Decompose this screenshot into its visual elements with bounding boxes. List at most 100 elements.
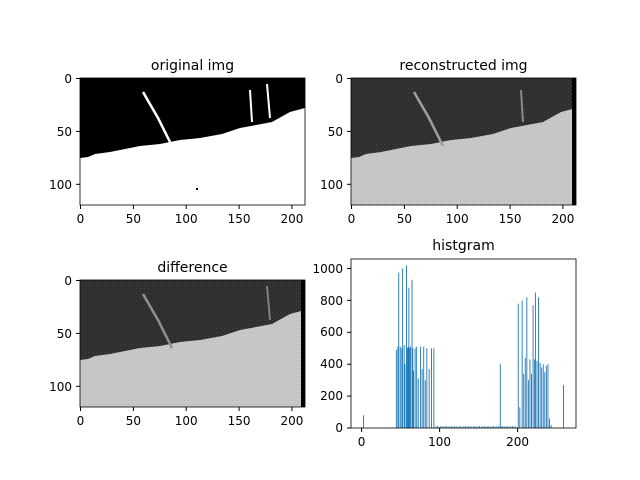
histogram-bar bbox=[538, 297, 539, 428]
histogram-bar bbox=[465, 426, 466, 428]
histogram-bar bbox=[447, 426, 449, 428]
histogram-bar bbox=[404, 364, 406, 428]
histogram-bars bbox=[363, 265, 564, 428]
histogram-bar bbox=[529, 359, 531, 428]
y-tick-label: 800 bbox=[320, 294, 343, 308]
histogram-bar bbox=[441, 426, 443, 428]
histogram-bar bbox=[461, 426, 463, 428]
x-tick-label: 200 bbox=[280, 414, 303, 428]
histogram-bar bbox=[510, 426, 512, 428]
x-axis: 0 50 100 150 200 bbox=[77, 205, 303, 226]
x-tick-label: 100 bbox=[446, 212, 469, 226]
y-tick-label: 100 bbox=[49, 178, 72, 192]
histogram-bar bbox=[420, 346, 422, 428]
y-tick-label: 400 bbox=[320, 357, 343, 371]
histogram-bar bbox=[471, 426, 473, 428]
x-tick-label: 150 bbox=[228, 212, 251, 226]
histogram-bar bbox=[426, 348, 428, 428]
x-tick-label: 50 bbox=[397, 212, 412, 226]
histogram-bar bbox=[469, 426, 471, 428]
histogram-bar bbox=[468, 426, 469, 428]
x-tick-label: 100 bbox=[428, 435, 451, 449]
histogram-bar bbox=[466, 426, 468, 428]
histogram-bar bbox=[451, 426, 452, 428]
histogram-bar bbox=[412, 348, 414, 428]
histogram-bar bbox=[491, 426, 493, 428]
x-tick-label: 200 bbox=[280, 212, 303, 226]
histogram-bar bbox=[563, 384, 564, 428]
histogram-bar bbox=[460, 426, 462, 428]
histogram-bar bbox=[414, 348, 416, 428]
histogram-bar bbox=[409, 348, 411, 428]
histogram-bar bbox=[513, 426, 515, 428]
chart-title: reconstructed img bbox=[399, 58, 527, 74]
histogram-bar bbox=[539, 362, 541, 428]
histogram-bar bbox=[485, 426, 487, 428]
y-tick-label: 0 bbox=[335, 421, 343, 435]
chart-title: original img bbox=[151, 58, 234, 74]
axes-frame bbox=[79, 77, 306, 206]
histogram-bar bbox=[435, 426, 437, 428]
histogram-bar bbox=[523, 373, 525, 428]
histogram-bar bbox=[479, 426, 480, 428]
histogram-bar bbox=[502, 426, 504, 428]
histogram-bar bbox=[507, 426, 509, 428]
histogram-bar bbox=[452, 426, 454, 428]
histogram-bar bbox=[511, 426, 513, 428]
histogram-bar bbox=[436, 426, 438, 428]
histogram-bar bbox=[536, 361, 538, 428]
histogram-bar bbox=[423, 346, 425, 428]
histogram-bar bbox=[457, 426, 459, 428]
histogram-bar bbox=[550, 424, 552, 428]
histogram-bar bbox=[402, 268, 404, 428]
histogram-bar bbox=[431, 348, 432, 428]
axes-frame bbox=[79, 279, 306, 408]
histogram-bar bbox=[449, 426, 451, 428]
histogram-bar bbox=[428, 369, 430, 428]
histogram-bar bbox=[482, 426, 484, 428]
x-tick-label: 100 bbox=[175, 414, 198, 428]
histogram-bar bbox=[493, 426, 494, 428]
panel-difference: difference 0 50 100 150 200 0 50 bbox=[49, 260, 306, 428]
histogram-bar bbox=[403, 345, 405, 428]
x-tick-label: 0 bbox=[348, 212, 356, 226]
histogram-bar bbox=[395, 349, 397, 428]
x-axis: 0 50 100 150 200 bbox=[348, 205, 574, 226]
x-tick-label: 150 bbox=[499, 212, 522, 226]
histogram-bar bbox=[438, 426, 440, 428]
histogram-bar bbox=[458, 426, 460, 428]
histogram-bar bbox=[480, 426, 482, 428]
y-tick-label: 100 bbox=[49, 380, 72, 394]
histogram-bar bbox=[397, 346, 399, 428]
x-tick-label: 200 bbox=[506, 435, 529, 449]
y-axis: 0 200 400 600 800 1000 bbox=[312, 262, 351, 435]
histogram-bar bbox=[541, 367, 543, 428]
histogram-bar bbox=[545, 365, 547, 428]
histogram-bar bbox=[496, 426, 498, 428]
histogram-bar bbox=[408, 287, 410, 428]
x-tick-label: 0 bbox=[77, 212, 85, 226]
x-tick-label: 0 bbox=[77, 414, 85, 428]
histogram-bar bbox=[455, 426, 457, 428]
histogram-bar bbox=[424, 380, 426, 428]
axes-frame bbox=[350, 258, 577, 429]
histogram-bar bbox=[526, 297, 528, 428]
x-tick-label: 100 bbox=[175, 212, 198, 226]
histogram-bar bbox=[399, 346, 401, 428]
histogram-bar bbox=[517, 303, 519, 428]
dark-region bbox=[351, 78, 576, 158]
dark-region bbox=[80, 78, 305, 158]
histogram-bar bbox=[527, 380, 529, 428]
panel-histgram: histgram 0 100 200 0 200 400 600 800 100… bbox=[312, 238, 577, 449]
histogram-bar bbox=[454, 426, 455, 428]
image-area bbox=[80, 280, 305, 407]
histogram-bar bbox=[416, 346, 418, 428]
histogram-bar bbox=[547, 364, 549, 428]
histogram-bar bbox=[411, 279, 413, 428]
histogram-bar bbox=[501, 426, 502, 428]
histogram-bar bbox=[476, 426, 477, 428]
histogram-bar bbox=[494, 426, 496, 428]
histogram-bar bbox=[398, 272, 400, 428]
histogram-bar bbox=[534, 359, 536, 428]
histogram-bar bbox=[534, 292, 536, 428]
